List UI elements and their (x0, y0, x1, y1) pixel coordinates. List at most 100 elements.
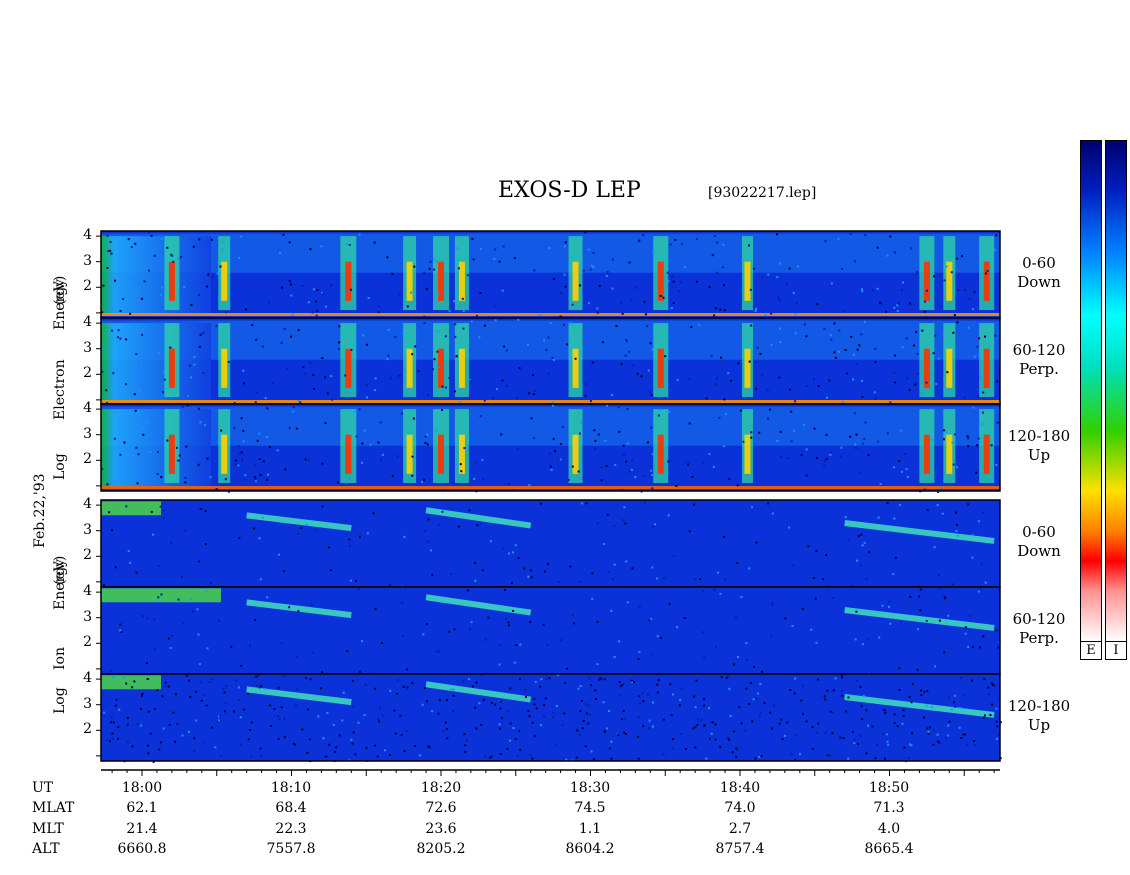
noise-pixel (649, 342, 652, 345)
noise-pixel (131, 686, 134, 689)
noise-pixel (859, 685, 862, 688)
noise-pixel (723, 398, 726, 401)
noise-pixel (237, 686, 240, 689)
noise-pixel (728, 478, 731, 481)
noise-pixel (237, 464, 240, 467)
noise-pixel (879, 301, 882, 304)
noise-pixel (770, 602, 773, 605)
noise-pixel (114, 279, 117, 282)
noise-pixel (377, 305, 380, 308)
noise-pixel (865, 709, 868, 712)
noise-pixel (979, 375, 982, 378)
noise-pixel (676, 626, 679, 629)
noise-pixel (499, 700, 502, 703)
noise-pixel (898, 688, 901, 691)
noise-pixel (701, 631, 704, 634)
noise-pixel (893, 517, 896, 520)
burst-core (345, 261, 352, 301)
noise-pixel (217, 715, 220, 718)
noise-pixel (937, 357, 940, 360)
noise-pixel (584, 745, 587, 748)
noise-pixel (905, 468, 908, 471)
noise-pixel (152, 760, 155, 763)
noise-pixel (650, 469, 653, 472)
noise-pixel (142, 426, 145, 429)
burst-core (923, 348, 930, 388)
noise-pixel (978, 353, 981, 356)
noise-pixel (505, 384, 508, 387)
noise-pixel (190, 304, 193, 307)
noise-pixel (431, 574, 434, 577)
noise-pixel (234, 459, 237, 462)
noise-pixel (423, 315, 426, 318)
noise-pixel (967, 326, 970, 329)
panel-border (100, 673, 1001, 762)
noise-pixel (844, 349, 847, 352)
x-row-label: UT (32, 780, 54, 796)
noise-pixel (694, 706, 697, 709)
noise-pixel (861, 643, 864, 646)
noise-pixel (158, 564, 161, 567)
noise-pixel (355, 435, 358, 438)
burst-core (458, 348, 465, 388)
noise-pixel (533, 697, 536, 700)
noise-pixel (425, 287, 428, 290)
noise-pixel (797, 265, 800, 268)
noise-pixel (672, 747, 675, 750)
noise-pixel (670, 714, 673, 717)
noise-pixel (461, 297, 464, 300)
noise-pixel (651, 348, 654, 351)
noise-pixel (193, 355, 196, 358)
noise-pixel (326, 711, 329, 714)
noise-pixel (453, 628, 456, 631)
noise-pixel (794, 677, 797, 680)
noise-pixel (829, 334, 832, 337)
noise-pixel (441, 385, 444, 388)
noise-pixel (460, 470, 463, 473)
noise-pixel (909, 302, 912, 305)
noise-pixel (839, 736, 842, 739)
ylabel-ion-part: (eV) (52, 555, 68, 585)
x-alt-value: 7557.8 (266, 841, 316, 857)
noise-pixel (815, 457, 818, 460)
noise-pixel (628, 470, 631, 473)
noise-pixel (433, 358, 436, 361)
noise-pixel (855, 447, 858, 450)
noise-pixel (189, 376, 192, 379)
burst-core (406, 434, 413, 474)
noise-pixel (926, 727, 929, 730)
noise-pixel (594, 439, 597, 442)
noise-pixel (490, 755, 493, 758)
noise-pixel (868, 551, 871, 554)
noise-pixel (198, 663, 201, 666)
noise-pixel (159, 505, 162, 508)
noise-pixel (426, 443, 429, 446)
x-mlt-value: 4.0 (877, 821, 901, 837)
noise-pixel (197, 463, 200, 466)
noise-pixel (902, 281, 905, 284)
noise-pixel (561, 724, 564, 727)
noise-pixel (964, 626, 967, 629)
noise-pixel (770, 343, 773, 346)
noise-pixel (859, 734, 862, 737)
noise-pixel (941, 512, 944, 515)
noise-pixel (222, 241, 225, 244)
burst-core (168, 434, 175, 474)
noise-pixel (853, 742, 856, 745)
noise-pixel (694, 746, 697, 749)
noise-pixel (377, 441, 380, 444)
noise-pixel (755, 697, 758, 700)
noise-pixel (254, 480, 257, 483)
x-row-label: MLAT (32, 800, 75, 816)
noise-pixel (708, 285, 711, 288)
noise-pixel (168, 723, 171, 726)
noise-pixel (652, 525, 655, 528)
noise-pixel (990, 682, 993, 685)
noise-pixel (718, 416, 721, 419)
noise-pixel (159, 294, 162, 297)
noise-pixel (436, 650, 439, 653)
noise-pixel (944, 431, 947, 434)
burst-core (946, 434, 953, 474)
noise-pixel (860, 288, 863, 291)
ylabel-electron-part: Log (52, 453, 68, 480)
